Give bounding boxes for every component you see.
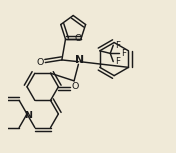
- Text: O: O: [36, 58, 44, 67]
- Text: O: O: [74, 34, 81, 43]
- Text: F: F: [115, 41, 120, 50]
- Text: O: O: [71, 82, 79, 91]
- Text: N: N: [75, 56, 84, 65]
- Text: F: F: [115, 57, 120, 66]
- Text: F: F: [121, 49, 126, 58]
- Text: N: N: [24, 111, 32, 120]
